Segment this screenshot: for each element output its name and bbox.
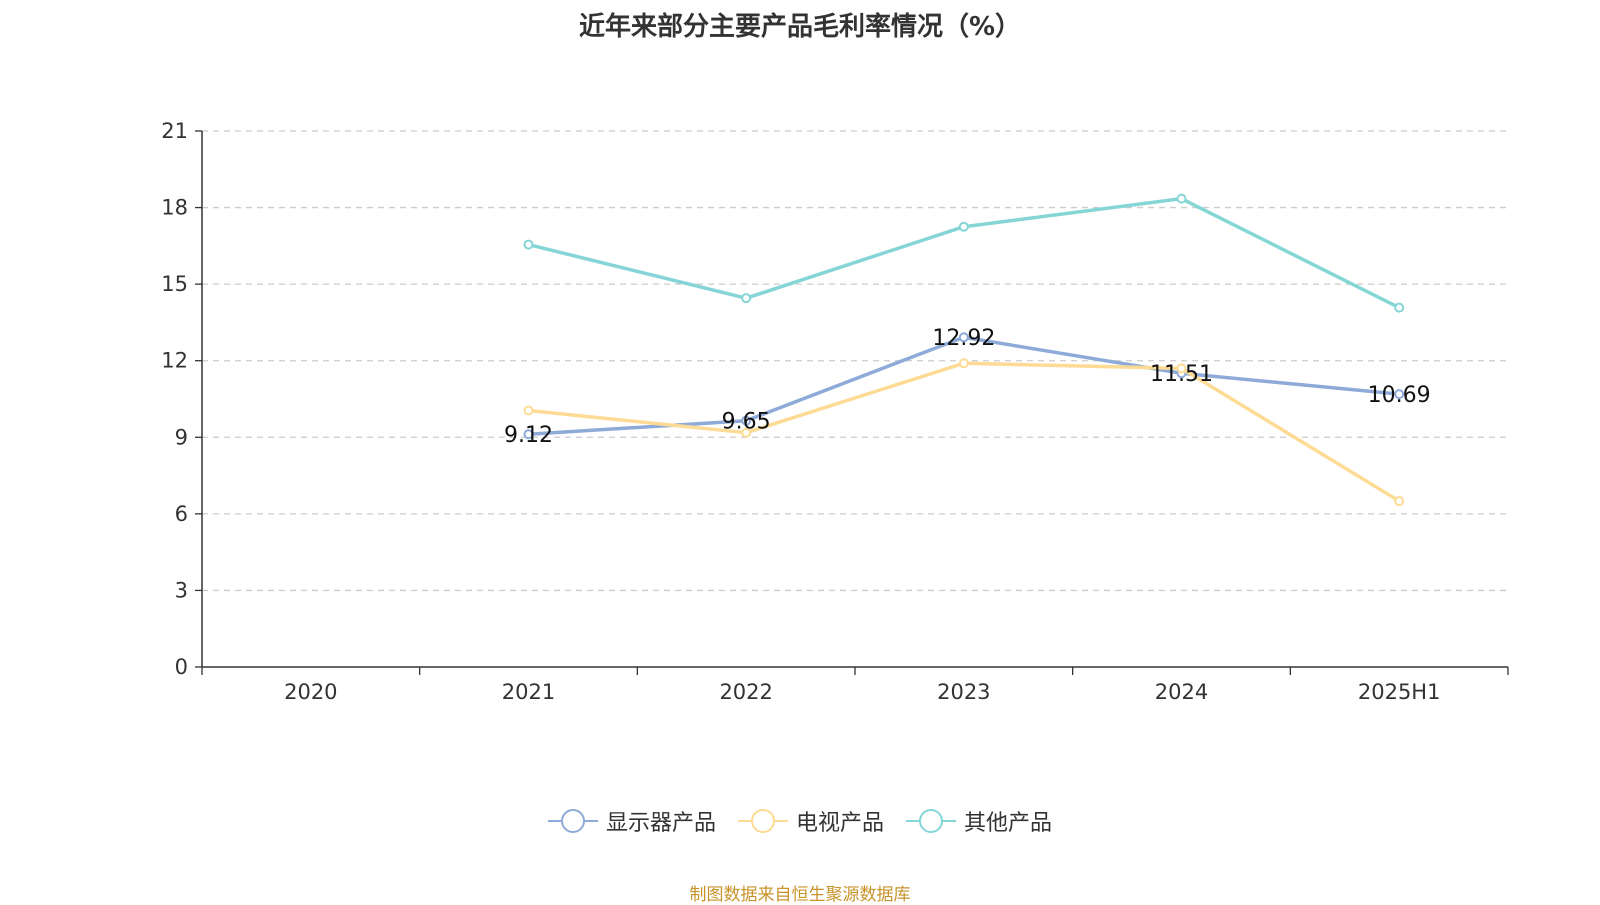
legend-symbol-icon — [906, 809, 956, 833]
legend-label: 其他产品 — [964, 811, 1053, 836]
series-line-1 — [528, 361, 1401, 503]
x-tick-label: 2020 — [284, 680, 337, 704]
data-point — [741, 427, 752, 438]
y-tick-label: 0 — [175, 655, 188, 679]
y-tick-label: 6 — [175, 502, 188, 526]
legend-label: 电视产品 — [795, 811, 884, 836]
legend-symbol-icon — [737, 809, 788, 833]
data-point — [523, 405, 534, 416]
x-tick-label: 2024 — [1155, 680, 1208, 704]
data-point — [741, 293, 752, 304]
series-group — [523, 193, 1405, 507]
y-tick-label: 18 — [161, 196, 188, 220]
legend-marker — [560, 809, 585, 833]
data-point — [1176, 363, 1187, 374]
data-point — [958, 221, 969, 232]
data-point — [1394, 496, 1405, 507]
series-line-2 — [528, 196, 1400, 310]
y-tick-label: 3 — [175, 578, 188, 602]
legend-item[interactable]: 其他产品 — [906, 805, 1052, 837]
y-tick-label: 9 — [175, 425, 188, 449]
grid-lines — [202, 130, 1508, 592]
legend-symbol-icon — [547, 809, 598, 833]
x-tick-label: 2023 — [937, 680, 990, 704]
source-note: 制图数据来自恒生聚源数据库 — [689, 885, 911, 905]
x-tick-label: 2022 — [719, 680, 772, 704]
legend-marker — [750, 809, 775, 833]
data-point — [1394, 389, 1405, 400]
legend-item[interactable]: 电视产品 — [737, 805, 884, 837]
data-point — [958, 358, 969, 369]
data-point — [958, 332, 969, 343]
chart-title: 近年来部分主要产品毛利率情况（%） — [578, 12, 1022, 42]
axes: 0 3 6 9 12 15 18 21 2020 2021 2022 2023 2024 2025H1 — [161, 119, 1509, 704]
x-tick-label: 2025H1 — [1358, 680, 1441, 704]
x-tick-label: 2021 — [502, 680, 555, 704]
y-tick-label: 21 — [161, 119, 188, 143]
data-label: 11.51 — [1150, 362, 1213, 387]
data-labels: 9.12 9.65 12.92 11.51 10.69 — [504, 326, 1431, 448]
data-point — [1176, 193, 1187, 204]
legend-item[interactable]: 显示器产品 — [547, 805, 716, 837]
data-point — [523, 239, 534, 250]
data-point — [523, 429, 534, 440]
data-label: 9.65 — [722, 410, 771, 435]
legend-label: 显示器产品 — [605, 811, 716, 836]
legend-marker — [919, 809, 943, 833]
data-point — [741, 415, 752, 426]
data-label: 12.92 — [932, 326, 995, 351]
y-tick-label: 12 — [161, 349, 188, 373]
data-label: 10.69 — [1368, 383, 1431, 408]
y-tick-label: 15 — [161, 272, 188, 296]
data-point — [1394, 302, 1405, 313]
legend: 显示器产品 电视产品 其他产品 — [0, 805, 1600, 837]
data-label: 9.12 — [504, 423, 553, 448]
